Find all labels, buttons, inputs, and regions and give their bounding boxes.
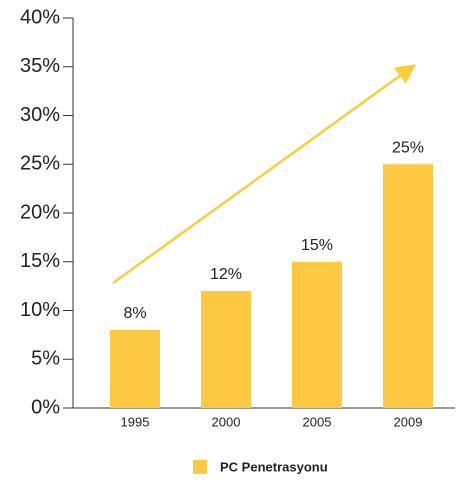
- y-tick-label: 15%: [20, 250, 60, 272]
- x-tick-label: 2009: [394, 414, 423, 429]
- value-label: 8%: [123, 305, 146, 322]
- trend-arrow: [112, 64, 417, 285]
- legend-label: PC Penetrasyonu: [220, 459, 328, 474]
- y-tick-label: 30%: [20, 104, 60, 126]
- bar: [292, 261, 342, 408]
- y-tick-label: 10%: [20, 299, 60, 321]
- legend-swatch: [193, 460, 207, 474]
- x-tick-label: 2005: [303, 414, 332, 429]
- y-tick-label: 25%: [20, 153, 60, 175]
- y-tick-label: 5%: [31, 348, 60, 370]
- bar: [201, 291, 251, 408]
- y-tick-label: 35%: [20, 55, 60, 77]
- y-tick-label: 0%: [31, 396, 60, 418]
- value-label: 12%: [210, 266, 242, 283]
- x-tick-label: 2000: [212, 414, 241, 429]
- value-label: 15%: [301, 237, 333, 254]
- value-label: 25%: [392, 139, 424, 156]
- bar: [110, 330, 160, 408]
- y-tick-label: 20%: [20, 201, 60, 223]
- bar: [383, 164, 433, 408]
- y-tick-label: 40%: [20, 6, 60, 28]
- x-tick-label: 1995: [121, 414, 150, 429]
